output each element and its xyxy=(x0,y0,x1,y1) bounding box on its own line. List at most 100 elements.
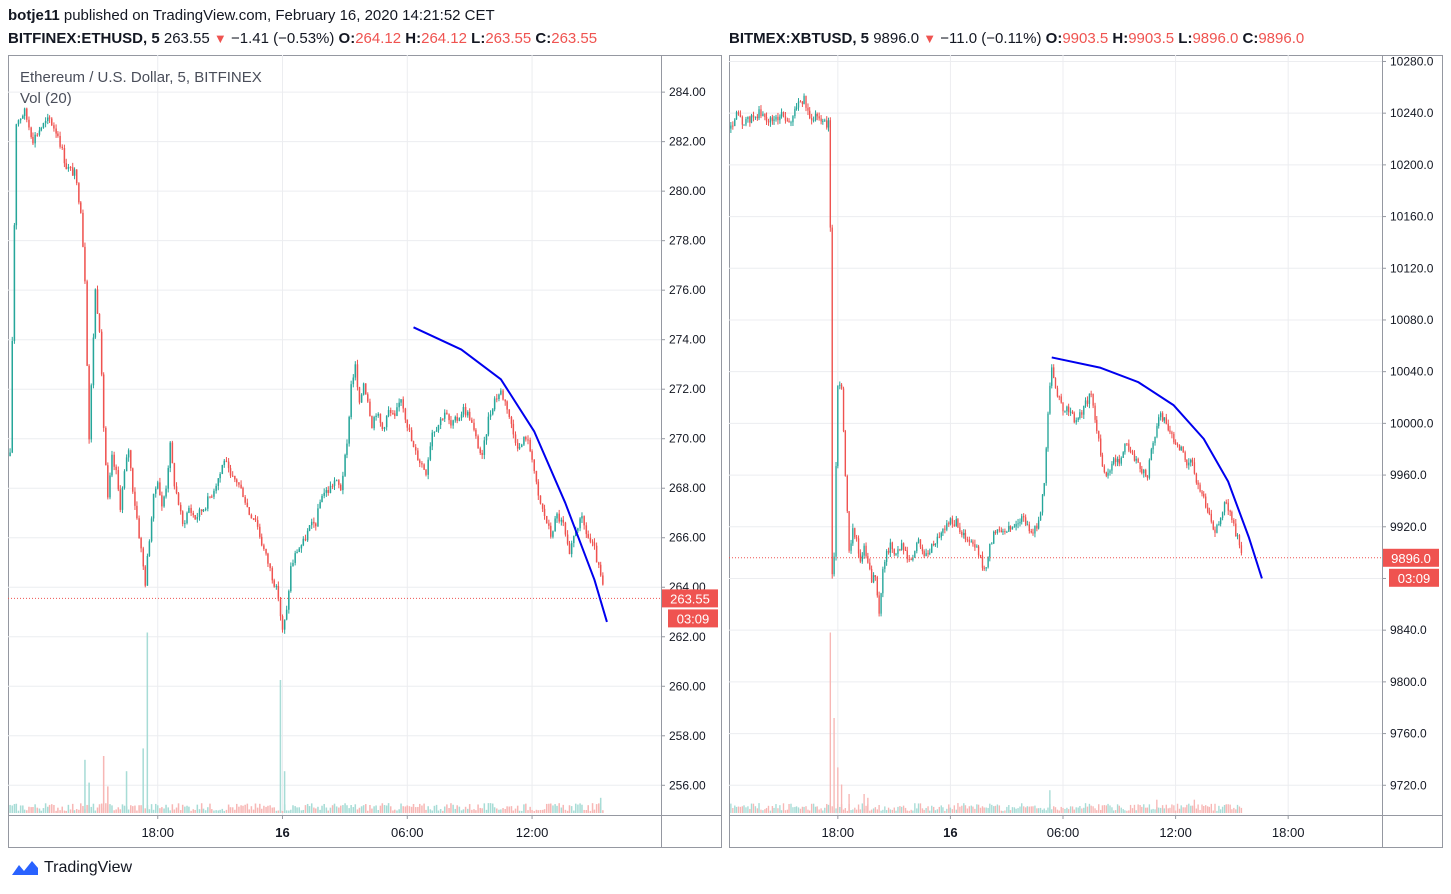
author-name[interactable]: botje11 xyxy=(8,7,60,24)
right-candle-body xyxy=(870,568,873,583)
left-candle-body xyxy=(84,246,86,282)
right-volume-bar xyxy=(1107,803,1109,813)
right-candle-body xyxy=(1036,525,1038,529)
right-candle-body xyxy=(739,114,742,117)
left-candle-body xyxy=(119,489,122,510)
right-y-tick-label: 9840.0 xyxy=(1390,623,1427,637)
left-candle-body xyxy=(539,495,542,504)
left-candle-body xyxy=(194,515,196,520)
right-candle-body xyxy=(989,543,991,557)
left-volume-bar xyxy=(402,806,404,813)
left-candle-body xyxy=(140,538,142,549)
right-candle-body xyxy=(940,532,942,538)
footer-brand[interactable]: TradingView xyxy=(10,859,132,877)
left-volume-bar xyxy=(188,806,190,813)
right-chart[interactable]: 10280.0 10240.0 10200.0 10160.0 10120.0 10080… xyxy=(729,55,1443,848)
right-volume-bar xyxy=(1077,807,1079,813)
left-volume-bar xyxy=(281,810,284,813)
left-candle-body xyxy=(377,413,380,416)
left-candle-body xyxy=(558,513,560,522)
left-candle-body xyxy=(267,553,269,564)
left-volume-bar xyxy=(566,810,569,813)
right-candle-body xyxy=(842,388,845,432)
left-candle-body xyxy=(130,450,132,469)
right-candle-body xyxy=(1171,432,1173,434)
right-volume-bar xyxy=(983,807,985,813)
right-candle-body xyxy=(792,116,794,123)
right-volume-bar xyxy=(931,805,933,813)
left-candle-body xyxy=(520,444,523,448)
left-volume-bar xyxy=(19,805,22,813)
right-candle-body xyxy=(1219,517,1222,525)
right-volume-bar xyxy=(737,806,740,813)
left-symbol[interactable]: BITFINEX:ETHUSD, 5 xyxy=(8,30,160,47)
right-candle-body xyxy=(782,112,785,117)
left-candle-body xyxy=(190,507,192,513)
right-candle-body xyxy=(737,112,740,115)
right-volume-bar xyxy=(784,810,787,813)
left-candle-body xyxy=(154,488,157,494)
left-volume-bar xyxy=(545,803,548,813)
right-candle-body xyxy=(906,550,908,560)
left-indicator-label: Vol (20) xyxy=(20,90,72,107)
right-candle-body xyxy=(882,568,884,594)
left-x-tick-label: 12:00 xyxy=(516,825,549,840)
right-volume-bar xyxy=(1075,807,1077,813)
left-volume-bar xyxy=(173,809,176,813)
left-candle-body xyxy=(591,541,594,543)
left-volume-bar xyxy=(200,803,203,813)
left-volume-bar xyxy=(387,803,390,813)
left-volume-bar xyxy=(48,804,51,813)
right-volume-bar xyxy=(1145,807,1147,813)
left-candle-body xyxy=(310,521,313,526)
right-symbol[interactable]: BITMEX:XBTUSD, 5 xyxy=(729,30,870,47)
left-candle-body xyxy=(13,225,16,342)
left-candle-body xyxy=(221,465,224,474)
left-volume-bar xyxy=(375,805,377,813)
left-candle-body xyxy=(234,475,236,480)
right-volume-bar xyxy=(981,806,984,813)
left-volume-bar xyxy=(265,806,267,813)
left-volume-bar xyxy=(460,810,463,813)
right-candle-body xyxy=(1238,535,1241,546)
left-volume-bar xyxy=(94,810,97,813)
right-candle-body xyxy=(775,116,777,120)
right-candle-body xyxy=(1008,525,1010,532)
left-volume-bar xyxy=(84,759,86,813)
left-volume-bar xyxy=(429,809,432,813)
left-volume-bar xyxy=(562,804,565,813)
right-candle-body xyxy=(807,107,809,111)
left-chart[interactable]: 284.00 282.00 280.00 278.00 276.00 274.00 272.… xyxy=(8,55,722,848)
right-close-label: C: xyxy=(1242,30,1259,47)
left-candle-body xyxy=(514,434,517,443)
right-candle-body xyxy=(814,113,817,121)
left-candles xyxy=(9,107,604,634)
right-candle-body xyxy=(1017,523,1019,525)
right-candle-body xyxy=(1075,420,1077,423)
right-candle-body xyxy=(1090,393,1092,395)
left-volume-bar xyxy=(570,806,573,813)
left-candle-body xyxy=(169,442,171,469)
left-candle-body xyxy=(59,135,61,147)
right-candle-body xyxy=(884,561,886,569)
right-volume-bar xyxy=(1013,807,1016,813)
left-candle-body xyxy=(215,485,217,491)
right-volume-bar xyxy=(1184,807,1186,813)
right-volume-bar xyxy=(1004,810,1006,813)
left-volume-bar xyxy=(485,809,488,813)
left-volume-bar xyxy=(443,806,446,813)
right-volume-bar xyxy=(949,807,952,813)
left-candle-body xyxy=(392,413,394,415)
right-candle-body xyxy=(916,542,918,552)
left-price-badge-bg xyxy=(662,589,718,608)
right-candle-body xyxy=(917,539,920,543)
left-volume-bar xyxy=(246,803,249,813)
left-candle-body xyxy=(15,124,18,226)
left-candle-body xyxy=(375,415,377,418)
left-candle-body xyxy=(504,399,506,402)
right-candle-body xyxy=(1032,532,1034,534)
left-y-tick-label: 266.00 xyxy=(669,531,706,545)
right-y-tick-label: 9720.0 xyxy=(1390,778,1427,792)
left-volume-bar xyxy=(500,809,502,813)
right-candle-body xyxy=(1233,519,1235,524)
